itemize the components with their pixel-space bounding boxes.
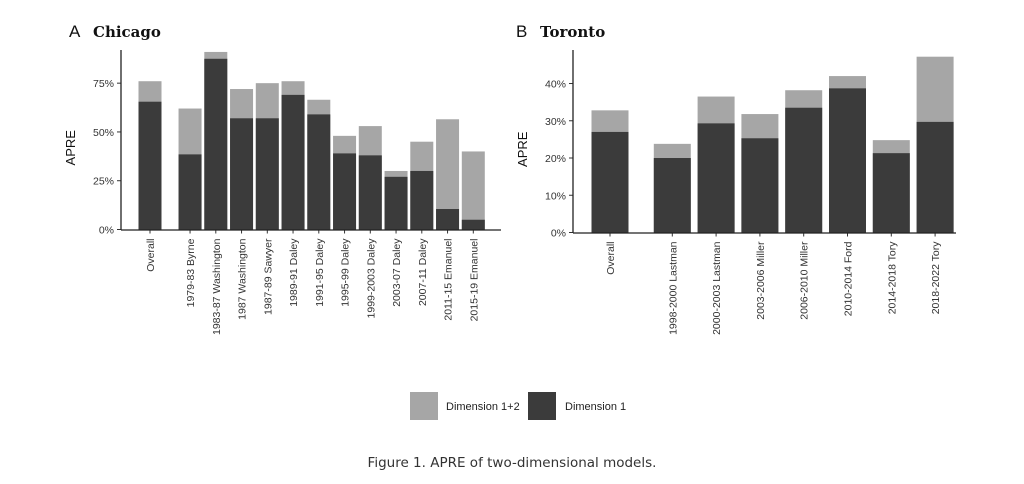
y-axis-label: APRE [63, 130, 78, 166]
bar-dimension-1-2011-15-emanuel [436, 209, 460, 230]
bar-dimension-1-overall [138, 101, 162, 230]
x-tick-label: 2000-2003 Lastman [711, 241, 723, 335]
x-tick-label: 1995-99 Daley [340, 238, 352, 307]
bar-dimension-1-1989-91-daley [281, 94, 305, 230]
x-tick-label: 1979-83 Byrne [185, 238, 197, 307]
x-tick-label: Overall [145, 239, 157, 272]
bar-dimension-1-2018-2022-tory [916, 121, 954, 233]
x-tick-label: 2003-2006 Miller [755, 241, 767, 320]
x-tick-label: 2018-2022 Tory [930, 241, 942, 315]
x-tick-label: 1987-89 Sawyer [262, 238, 274, 315]
y-tick-label: 20% [545, 153, 566, 165]
bar-dimension-1-1999-2003-daley [358, 155, 382, 230]
toronto-panel: B Toronto APRE Overall 1998-2000 Lastman 2000… [515, 22, 956, 335]
y-tick-label: 10% [545, 190, 566, 202]
y-tick-label: 40% [545, 79, 566, 91]
chicago-panel: A Chicago APRE Overall 1979-83 Byrne 1983-87 … [63, 22, 501, 335]
x-tick-label: 2011-15 Emanuel [443, 239, 455, 321]
legend-swatch-dimension-1-2 [410, 392, 438, 420]
legend-label-dimension-1-2: Dimension 1+2 [446, 401, 520, 413]
bar-dimension-1-2007-11-daley [410, 170, 434, 230]
y-tick-label: 30% [545, 116, 566, 128]
y-tick-label: 0% [551, 228, 566, 240]
x-tick-label: 2003-07 Daley [391, 238, 403, 307]
y-tick-label: 0% [99, 225, 114, 237]
panel-title: Chicago [93, 23, 161, 41]
bar-dimension-1-1991-95-daley [307, 114, 331, 230]
bar-dimension-1-2003-2006-miller [741, 138, 779, 233]
bar-dimension-1-1979-83-byrne [178, 154, 202, 230]
x-tick-label: 2006-2010 Miller [799, 241, 811, 320]
x-tick-label: 1983-87 Washington [211, 238, 223, 335]
x-tick-label: Overall [605, 242, 617, 275]
bar-dimension-1-2000-2003-lastman [697, 123, 735, 233]
x-tick-label: 1999-2003 Daley [365, 238, 377, 319]
bar-dimension-1-2015-19-emanuel [461, 219, 485, 230]
bar-dimension-1-2003-07-daley [384, 176, 408, 230]
y-tick-label: 50% [93, 127, 114, 139]
x-tick-label: 2014-2018 Tory [886, 241, 898, 315]
panel-title: Toronto [540, 23, 605, 41]
panel-letter: B [516, 22, 527, 41]
x-tick-label: 1989-91 Daley [288, 238, 300, 307]
bar-dimension-1-2010-2014-ford [829, 88, 866, 233]
bar-dimension-1-1987-89-sawyer [255, 118, 279, 230]
x-tick-label: 1987 Washington [237, 238, 249, 319]
x-tick-label: 1991-95 Daley [314, 238, 326, 307]
legend-label-dimension-1: Dimension 1 [565, 401, 626, 413]
bar-dimension-1-overall [591, 131, 629, 233]
y-axis-label: APRE [515, 131, 530, 167]
x-tick-label: 2007-11 Daley [417, 238, 429, 306]
y-tick-label: 75% [93, 78, 114, 90]
bar-dimension-1-1995-99-daley [333, 153, 357, 230]
y-tick-label: 25% [93, 176, 114, 188]
bar-dimension-1-2-2015-19-emanuel [461, 151, 485, 230]
figure-caption: Figure 1. APRE of two-dimensional models… [367, 455, 657, 471]
bar-dimension-1-1998-2000-lastman [653, 158, 691, 233]
bar-dimension-1-1987-washington [230, 118, 254, 230]
x-tick-label: 2010-2014 Ford [843, 241, 855, 316]
legend: Dimension 1+2 Dimension 1 [410, 392, 626, 420]
bar-dimension-1-2-2011-15-emanuel [436, 119, 460, 230]
legend-swatch-dimension-1 [528, 392, 556, 420]
x-tick-label: 1998-2000 Lastman [667, 241, 679, 335]
x-tick-label: 2015-19 Emanuel [468, 239, 480, 322]
bar-dimension-1-2006-2010-miller [785, 107, 823, 233]
bar-dimension-1-2014-2018-tory [872, 153, 910, 233]
panel-letter: A [69, 22, 81, 41]
bar-dimension-1-1983-87-washington [204, 58, 228, 230]
